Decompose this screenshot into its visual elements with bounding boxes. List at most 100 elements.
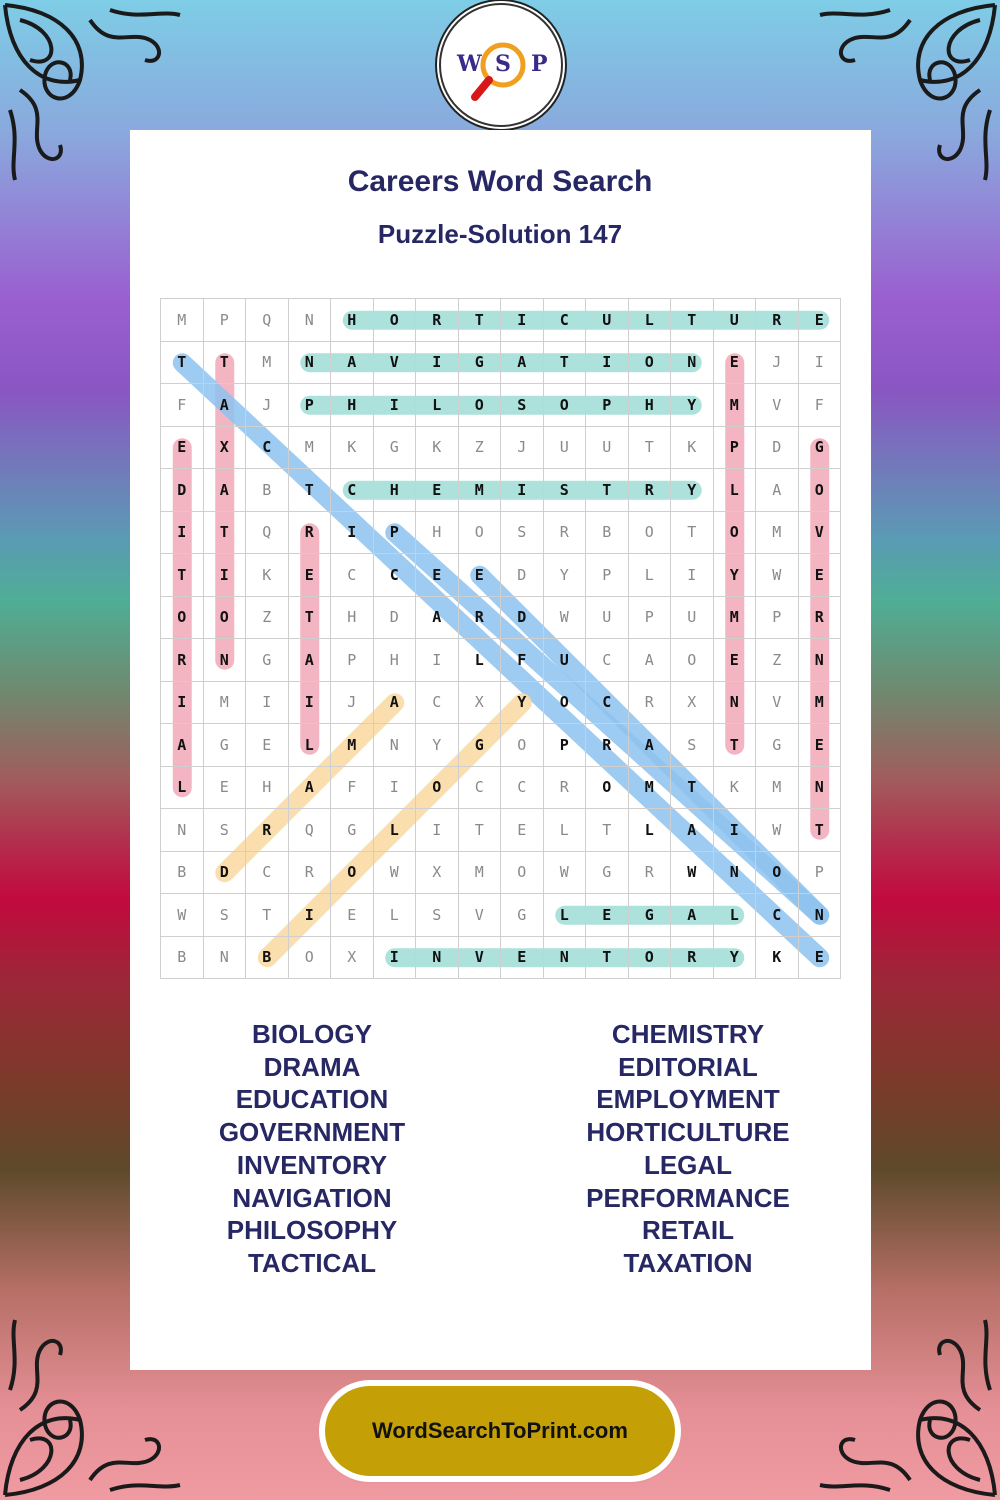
grid-cell[interactable]: Q <box>246 299 289 342</box>
grid-cell[interactable]: N <box>161 809 204 852</box>
grid-cell[interactable]: E <box>288 554 331 597</box>
grid-cell[interactable]: O <box>798 469 841 512</box>
grid-cell[interactable]: X <box>671 681 714 724</box>
grid-cell[interactable]: N <box>798 894 841 937</box>
grid-cell[interactable]: B <box>586 511 629 554</box>
grid-cell[interactable]: C <box>373 554 416 597</box>
grid-cell[interactable]: G <box>458 341 501 384</box>
grid-cell[interactable]: T <box>586 809 629 852</box>
grid-cell[interactable]: Q <box>288 809 331 852</box>
grid-cell[interactable]: N <box>416 936 459 979</box>
grid-cell[interactable]: T <box>798 809 841 852</box>
grid-cell[interactable]: H <box>373 639 416 682</box>
grid-cell[interactable]: I <box>416 809 459 852</box>
grid-cell[interactable]: Y <box>416 724 459 767</box>
grid-cell[interactable]: R <box>543 766 586 809</box>
grid-cell[interactable]: I <box>246 681 289 724</box>
grid-cell[interactable]: C <box>586 639 629 682</box>
grid-cell[interactable]: R <box>628 681 671 724</box>
grid-cell[interactable]: L <box>543 809 586 852</box>
grid-cell[interactable]: I <box>586 341 629 384</box>
grid-cell[interactable]: O <box>628 936 671 979</box>
grid-cell[interactable]: Z <box>458 426 501 469</box>
grid-cell[interactable]: J <box>246 384 289 427</box>
grid-cell[interactable]: I <box>416 639 459 682</box>
grid-cell[interactable]: P <box>331 639 374 682</box>
grid-cell[interactable]: C <box>416 681 459 724</box>
grid-cell[interactable]: P <box>713 426 756 469</box>
grid-cell[interactable]: B <box>246 936 289 979</box>
grid-cell[interactable]: J <box>331 681 374 724</box>
grid-cell[interactable]: I <box>501 299 544 342</box>
grid-cell[interactable]: T <box>203 341 246 384</box>
grid-cell[interactable]: A <box>288 639 331 682</box>
grid-cell[interactable]: C <box>756 894 799 937</box>
grid-cell[interactable]: O <box>161 596 204 639</box>
grid-cell[interactable]: I <box>713 809 756 852</box>
grid-cell[interactable]: M <box>288 426 331 469</box>
grid-cell[interactable]: N <box>543 936 586 979</box>
grid-cell[interactable]: F <box>331 766 374 809</box>
grid-cell[interactable]: A <box>331 341 374 384</box>
grid-cell[interactable]: O <box>501 851 544 894</box>
grid-cell[interactable]: I <box>331 511 374 554</box>
grid-cell[interactable]: N <box>373 724 416 767</box>
grid-cell[interactable]: W <box>543 851 586 894</box>
grid-cell[interactable]: D <box>373 596 416 639</box>
grid-cell[interactable]: N <box>288 299 331 342</box>
grid-cell[interactable]: S <box>203 894 246 937</box>
grid-cell[interactable]: O <box>713 511 756 554</box>
grid-cell[interactable]: I <box>288 681 331 724</box>
grid-cell[interactable]: K <box>671 426 714 469</box>
grid-cell[interactable]: L <box>373 894 416 937</box>
grid-cell[interactable]: Q <box>246 511 289 554</box>
grid-cell[interactable]: G <box>501 894 544 937</box>
grid-cell[interactable]: A <box>671 809 714 852</box>
grid-cell[interactable]: U <box>543 426 586 469</box>
grid-cell[interactable]: S <box>416 894 459 937</box>
grid-cell[interactable]: M <box>798 681 841 724</box>
grid-cell[interactable]: E <box>458 554 501 597</box>
grid-cell[interactable]: Z <box>756 639 799 682</box>
grid-cell[interactable]: R <box>628 851 671 894</box>
grid-cell[interactable]: K <box>756 936 799 979</box>
grid-cell[interactable]: B <box>161 851 204 894</box>
grid-cell[interactable]: W <box>671 851 714 894</box>
grid-cell[interactable]: P <box>628 596 671 639</box>
grid-cell[interactable]: A <box>756 469 799 512</box>
grid-cell[interactable]: X <box>203 426 246 469</box>
grid-cell[interactable]: T <box>203 511 246 554</box>
grid-cell[interactable]: V <box>756 681 799 724</box>
grid-cell[interactable]: E <box>416 469 459 512</box>
grid-cell[interactable]: G <box>203 724 246 767</box>
grid-cell[interactable]: S <box>543 469 586 512</box>
grid-cell[interactable]: L <box>628 299 671 342</box>
grid-cell[interactable]: E <box>586 894 629 937</box>
grid-cell[interactable]: V <box>798 511 841 554</box>
grid-cell[interactable]: O <box>756 851 799 894</box>
grid-cell[interactable]: T <box>671 766 714 809</box>
grid-cell[interactable]: A <box>203 469 246 512</box>
grid-cell[interactable]: E <box>416 554 459 597</box>
grid-cell[interactable]: G <box>586 851 629 894</box>
grid-cell[interactable]: T <box>458 299 501 342</box>
grid-cell[interactable]: H <box>416 511 459 554</box>
grid-cell[interactable]: N <box>798 766 841 809</box>
grid-cell[interactable]: O <box>543 681 586 724</box>
grid-cell[interactable]: N <box>798 639 841 682</box>
grid-cell[interactable]: R <box>161 639 204 682</box>
grid-cell[interactable]: E <box>203 766 246 809</box>
grid-cell[interactable]: W <box>543 596 586 639</box>
grid-cell[interactable]: I <box>501 469 544 512</box>
grid-cell[interactable]: U <box>671 596 714 639</box>
grid-cell[interactable]: E <box>798 936 841 979</box>
grid-cell[interactable]: T <box>246 894 289 937</box>
grid-cell[interactable]: R <box>288 511 331 554</box>
grid-cell[interactable]: R <box>543 511 586 554</box>
grid-cell[interactable]: Y <box>671 384 714 427</box>
grid-cell[interactable]: D <box>501 596 544 639</box>
grid-cell[interactable]: I <box>288 894 331 937</box>
grid-cell[interactable]: A <box>628 639 671 682</box>
grid-cell[interactable]: Y <box>671 469 714 512</box>
grid-cell[interactable]: H <box>373 469 416 512</box>
